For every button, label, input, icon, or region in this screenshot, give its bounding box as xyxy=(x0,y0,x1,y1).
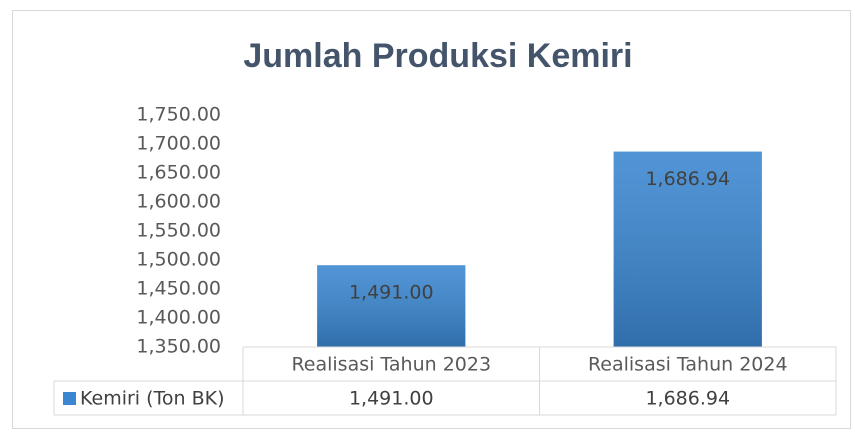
table-value: 1,491.00 xyxy=(349,388,434,410)
data-label: 1,491.00 xyxy=(349,282,434,304)
data-label: 1,686.94 xyxy=(645,168,730,190)
x-tick-label: Realisasi Tahun 2023 xyxy=(291,354,491,376)
bar-shade xyxy=(613,151,762,347)
y-tick-label: 1,450.00 xyxy=(136,278,221,300)
y-tick-label: 1,600.00 xyxy=(136,191,221,213)
y-tick-label: 1,400.00 xyxy=(136,307,221,329)
legend-key xyxy=(63,392,76,405)
y-tick-label: 1,350.00 xyxy=(136,336,221,358)
table-value: 1,686.94 xyxy=(645,388,730,410)
x-tick-label: Realisasi Tahun 2024 xyxy=(588,354,788,376)
y-tick-label: 1,550.00 xyxy=(136,220,221,242)
chart-title: Jumlah Produksi Kemiri xyxy=(243,37,632,75)
legend-label: Kemiri (Ton BK) xyxy=(80,388,225,410)
y-tick-label: 1,500.00 xyxy=(136,249,221,271)
bar-shade xyxy=(317,265,466,347)
y-tick-label: 1,700.00 xyxy=(136,133,221,155)
y-tick-label: 1,750.00 xyxy=(136,104,221,126)
y-tick-label: 1,650.00 xyxy=(136,162,221,184)
